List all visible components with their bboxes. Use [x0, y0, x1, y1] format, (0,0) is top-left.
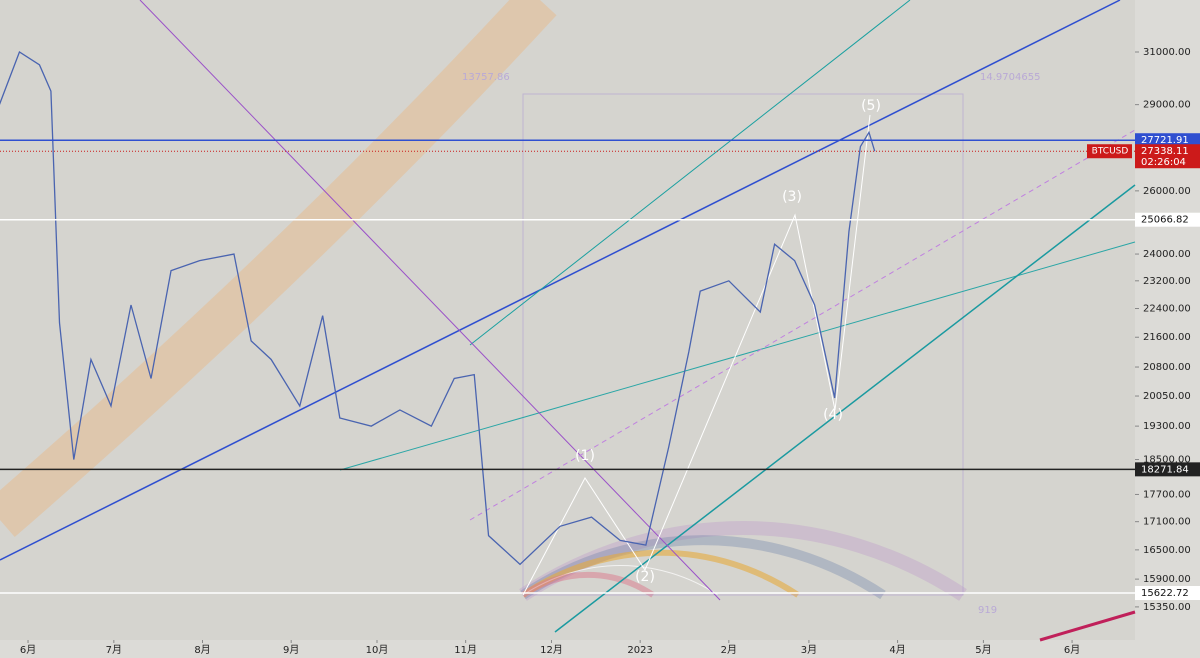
level-label-bg — [1135, 133, 1200, 148]
x-tick-label: 2023 — [627, 645, 652, 656]
y-tick-label: 23200.00 — [1143, 276, 1191, 287]
trend-line — [139, 0, 721, 601]
level-label-bg — [1135, 212, 1200, 227]
y-tick-label: 21600.00 — [1143, 332, 1191, 343]
y-tick-label: 19300.00 — [1143, 421, 1191, 432]
drawing-label: 919 — [978, 605, 997, 616]
time-axis-bg — [0, 640, 1135, 658]
level-label: 15622.72 — [1141, 588, 1189, 599]
x-tick-label: 7月 — [106, 644, 122, 656]
wave-label: (5) — [861, 98, 881, 114]
y-tick-label: 20800.00 — [1143, 362, 1191, 373]
x-tick-label: 5月 — [975, 644, 991, 656]
wave-label: (4) — [823, 407, 843, 423]
y-tick-label: 15900.00 — [1143, 574, 1191, 585]
trend-line — [554, 184, 1136, 633]
level-label: 25066.82 — [1141, 215, 1189, 226]
x-tick-label: 2月 — [721, 644, 737, 656]
box — [522, 93, 964, 596]
symbol-bg — [1087, 144, 1132, 159]
x-tick-label: 6月 — [20, 644, 36, 656]
trend-line — [469, 129, 1136, 521]
arc — [521, 549, 800, 598]
y-tick-label: 17100.00 — [1143, 517, 1191, 528]
y-tick-label: 15350.00 — [1143, 602, 1191, 613]
x-tick-label: 6月 — [1064, 644, 1080, 656]
drawing-label: 13757.86 — [462, 72, 510, 83]
drawings — [0, 0, 1136, 642]
y-tick-label: 17700.00 — [1143, 489, 1191, 500]
trend-line — [1039, 610, 1136, 642]
last-price-label: 27338.11 — [1141, 146, 1189, 157]
y-tick-label: 18500.00 — [1143, 455, 1191, 466]
x-tick-label: 12月 — [540, 644, 563, 656]
countdown: 02:26:04 — [1141, 157, 1186, 168]
symbol-label: BTCUSD — [1092, 147, 1129, 157]
price-line — [0, 51, 876, 566]
x-tick-label: 9月 — [283, 644, 299, 656]
y-tick-label: 26000.00 — [1143, 186, 1191, 197]
wave-labels: (1) (2) (3) (4) (5) 13757.86 14.9704655 … — [462, 72, 1040, 616]
level-label: 27721.91 — [1141, 135, 1189, 146]
x-tick-label: 8月 — [194, 644, 210, 656]
last-price-bg — [1135, 144, 1200, 169]
y-tick-label: 20050.00 — [1143, 391, 1191, 402]
y-tick-label: 22400.00 — [1143, 304, 1191, 315]
y-tick-label: 31000.00 — [1143, 47, 1191, 58]
level-label: 18271.84 — [1141, 464, 1189, 475]
x-tick-label: 3月 — [801, 644, 817, 656]
y-tick-label: 29000.00 — [1143, 100, 1191, 111]
arc — [521, 571, 655, 598]
wave-path — [522, 114, 871, 596]
wave-label: (1) — [575, 448, 595, 464]
x-tick-label: 4月 — [889, 644, 905, 656]
y-tick-label: 16500.00 — [1143, 545, 1191, 556]
wave-label: (3) — [782, 189, 802, 205]
arc-band — [0, 0, 557, 538]
trend-line — [469, 0, 911, 346]
price-axis-bg — [1135, 0, 1200, 658]
wave-label: (2) — [635, 569, 655, 585]
level-label-bg — [1135, 462, 1200, 477]
level-label-bg — [1135, 586, 1200, 601]
drawing-label: 14.9704655 — [980, 72, 1040, 83]
trend-line — [339, 241, 1136, 471]
x-tick-label: 10月 — [366, 644, 389, 656]
trend-line — [0, 0, 1121, 561]
y-tick-label: 24000.00 — [1143, 249, 1191, 260]
x-tick-label: 11月 — [454, 644, 477, 656]
plot-bg — [0, 0, 1135, 640]
